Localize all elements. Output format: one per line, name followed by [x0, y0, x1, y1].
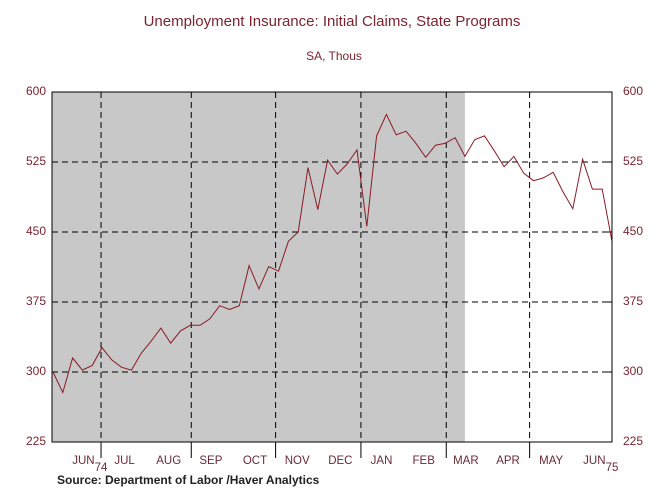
y-tick-label: 525 — [26, 154, 46, 168]
x-tick-label: APR — [496, 455, 520, 467]
x-tick-label: NOV — [285, 455, 310, 467]
year-label: 75 — [606, 462, 619, 474]
x-tick-label: JAN — [371, 455, 393, 467]
chart-subtitle: SA, Thous — [306, 49, 362, 63]
x-tick-label: SEP — [199, 455, 222, 467]
x-tick-label: JUN — [583, 455, 605, 467]
source: Source: Department of Labor /Haver Analy… — [57, 473, 320, 487]
y2-tick-label: 225 — [623, 434, 643, 448]
y2-tick-label: 525 — [623, 154, 643, 168]
data-line — [52, 113, 613, 394]
y-tick-label: 375 — [26, 294, 46, 308]
x-tick-label: DEC — [328, 455, 352, 467]
x-tick-label: OCT — [243, 455, 267, 467]
y2-tick-label: 600 — [623, 84, 643, 98]
year-label: 74 — [95, 462, 108, 474]
y2-tick-label: 300 — [623, 364, 643, 378]
plot-frame — [51, 91, 613, 443]
y-tick-label: 225 — [26, 434, 46, 448]
y-tick-label: 450 — [26, 224, 46, 238]
x-tick-label: JUN — [72, 455, 94, 467]
x-tick-label: JUL — [114, 455, 135, 467]
y2-tick-label: 375 — [623, 294, 643, 308]
x-tick-label: MAY — [539, 455, 563, 467]
shaded-period — [52, 92, 465, 442]
y2-tick-label: 450 — [623, 224, 643, 238]
x-tick-label: FEB — [413, 455, 436, 467]
y-tick-label: 300 — [26, 364, 46, 378]
x-tick-label: MAR — [453, 455, 479, 467]
chart-title: Unemployment Insurance: Initial Claims, … — [144, 13, 521, 30]
y-tick-label: 600 — [26, 84, 46, 98]
x-tick-label: AUG — [156, 455, 181, 467]
